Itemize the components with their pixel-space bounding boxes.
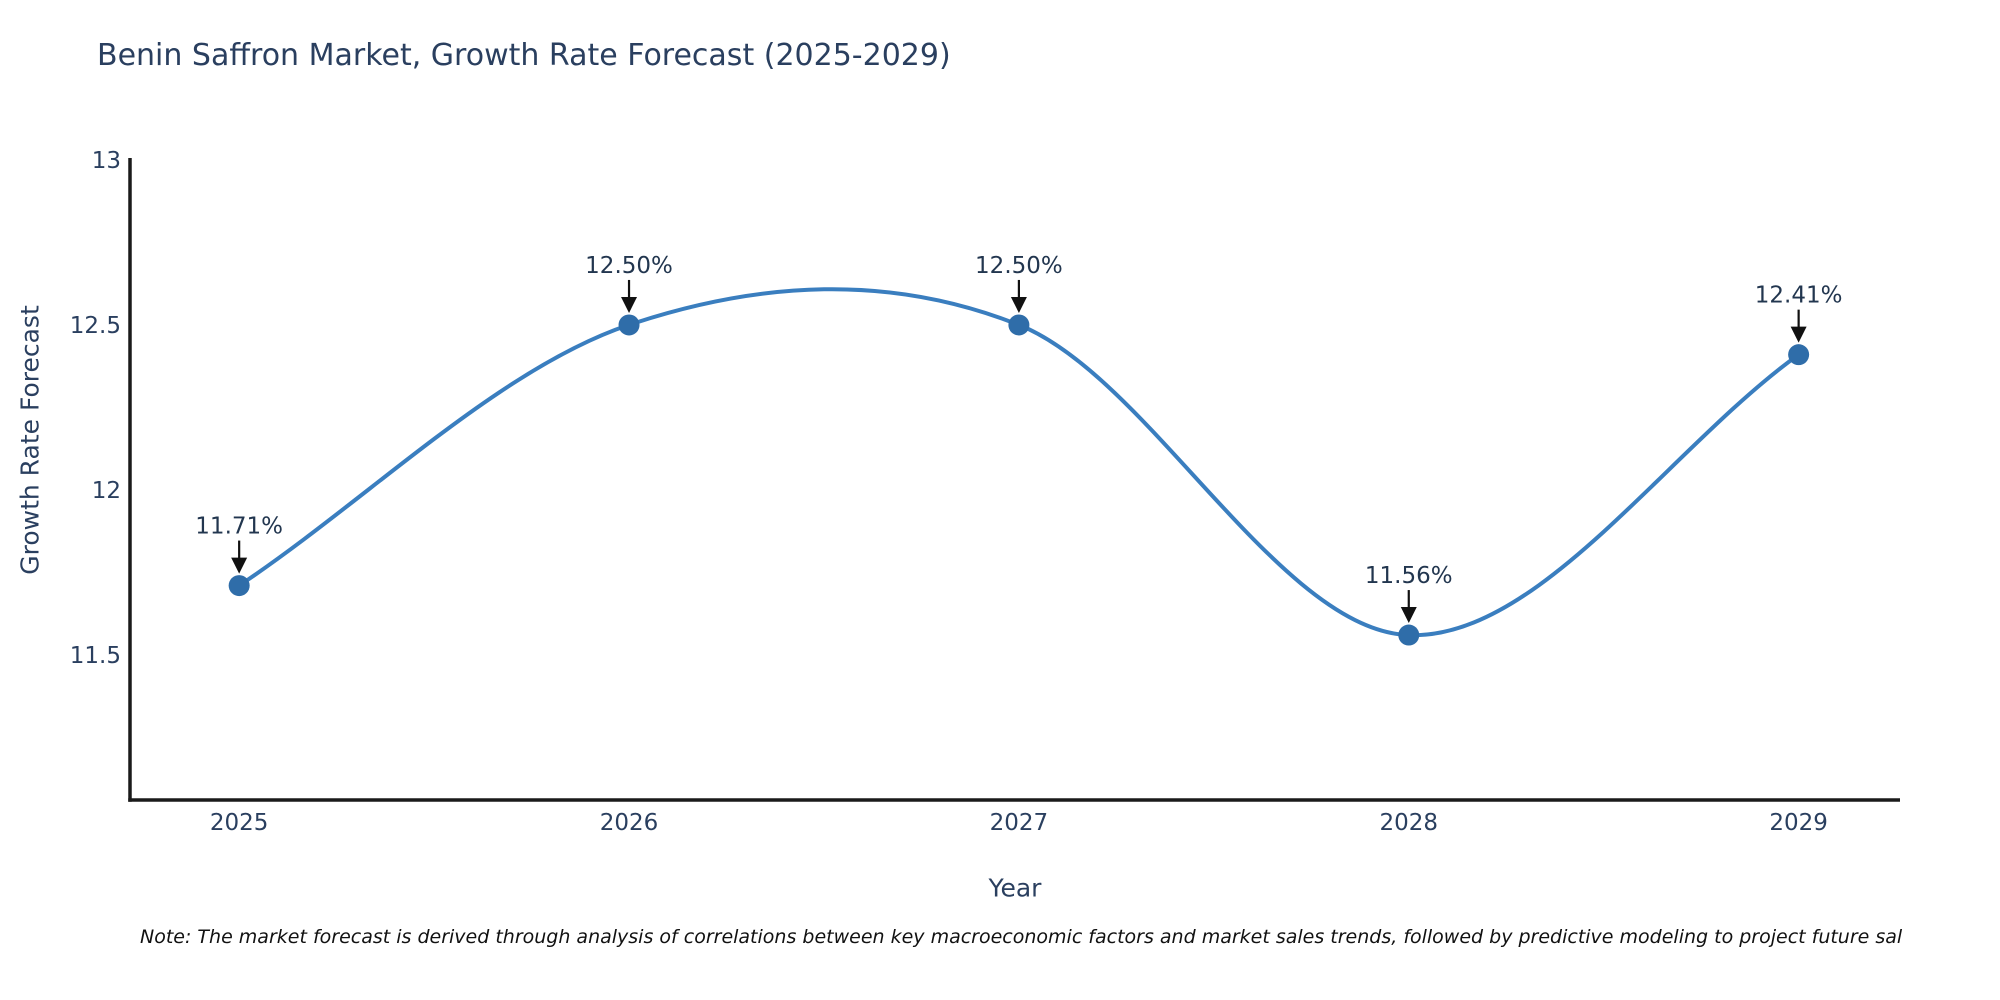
forecast-spline-line <box>237 287 1801 638</box>
data-point-marker <box>228 575 250 597</box>
annotation-arrowhead-icon <box>1400 607 1417 624</box>
x-tick-label: 2028 <box>1379 810 1438 836</box>
data-point-marker <box>1788 344 1810 366</box>
y-tick-label: 12.5 <box>70 313 121 339</box>
data-point-marker <box>618 314 640 336</box>
y-tick-label: 13 <box>92 148 121 174</box>
data-point-marker <box>1398 624 1420 646</box>
x-tick-label: 2027 <box>990 810 1049 836</box>
footnote-text: Note: The market forecast is derived thr… <box>140 926 1903 948</box>
annotation-arrowhead-icon <box>1010 296 1027 313</box>
x-axis-title: Year <box>988 873 1042 903</box>
annotation-arrowhead-icon <box>1790 326 1807 343</box>
x-tick-label: 2026 <box>600 810 659 836</box>
y-tick-label: 11.5 <box>70 643 121 669</box>
annotation-arrowhead-icon <box>231 557 248 574</box>
data-point-label: 11.71% <box>195 514 283 540</box>
y-tick-label: 12 <box>92 478 121 504</box>
data-point-label: 12.50% <box>585 253 673 279</box>
data-point-label: 11.56% <box>1365 563 1453 589</box>
x-tick-label: 2029 <box>1769 810 1828 836</box>
data-point-label: 12.50% <box>975 253 1063 279</box>
data-point-marker <box>1008 314 1030 336</box>
data-point-label: 12.41% <box>1755 283 1843 309</box>
chart-title: Benin Saffron Market, Growth Rate Foreca… <box>97 38 951 73</box>
x-tick-label: 2025 <box>210 810 269 836</box>
annotation-arrowhead-icon <box>621 296 638 313</box>
